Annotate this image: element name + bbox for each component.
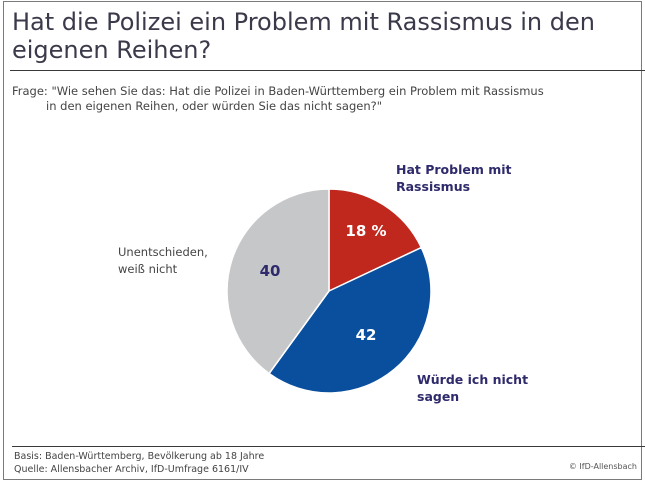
category-label-2-line-0: Unentschieden, (118, 245, 208, 259)
pie-slice-1 (267, 246, 432, 394)
pie-slices (226, 188, 432, 394)
footer-source: Quelle: Allensbacher Archiv, IfD-Umfrage… (14, 464, 249, 475)
category-label-1-line-1: sagen (417, 389, 459, 404)
survey-question: Frage: "Wie sehen Sie das: Hat die Poliz… (12, 84, 544, 114)
pie-slice-2 (226, 188, 330, 375)
value-label-1: 42 (356, 326, 377, 344)
question-line-2: in den eigenen Reihen, oder würden Sie d… (46, 99, 383, 113)
pie-slice-0 (328, 188, 423, 293)
category-label-0-line-1: Rassismus (396, 179, 470, 194)
title-line-1: Hat die Polizei ein Problem mit Rassismu… (12, 8, 595, 36)
value-label-2: 40 (260, 262, 281, 280)
category-label-0-line-0: Hat Problem mit (396, 162, 512, 177)
value-label-0: 18 % (345, 222, 386, 240)
category-label-1-line-0: Würde ich nicht (417, 372, 528, 387)
question-line-1: Frage: "Wie sehen Sie das: Hat die Poliz… (12, 84, 544, 98)
category-label-2-line-1: weiß nicht (118, 262, 178, 276)
title-line-2: eigenen Reihen? (12, 36, 212, 64)
chart-title: Hat die Polizei ein Problem mit Rassismu… (12, 8, 632, 64)
footer-divider (12, 446, 645, 447)
footer-basis: Basis: Baden-Württemberg, Bevölkerung ab… (14, 451, 265, 462)
title-divider (10, 70, 645, 71)
pie-labels: 18 % Hat Problem mit Rassismus 42 Würde ich … (118, 162, 528, 404)
copyright: © IfD-Allensbach (568, 462, 637, 471)
